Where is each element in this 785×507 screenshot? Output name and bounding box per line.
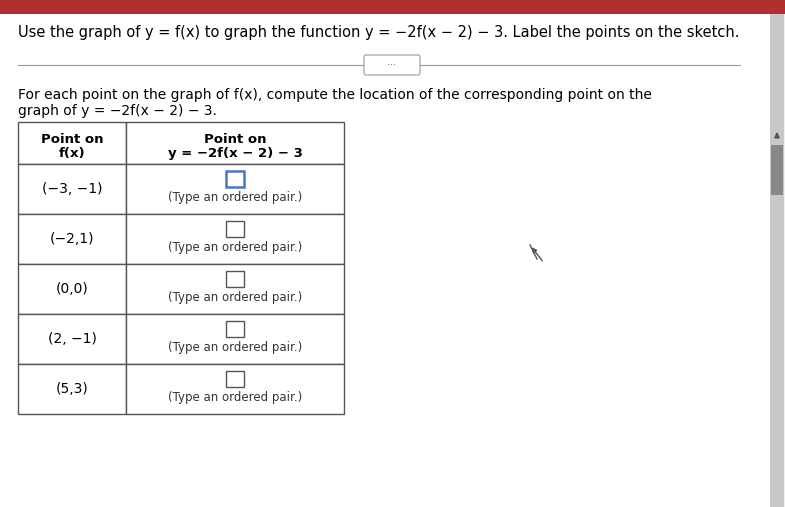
Text: ···: ···	[388, 60, 396, 70]
FancyBboxPatch shape	[364, 55, 420, 75]
Bar	[126, 214, 344, 264]
Text: Point on: Point on	[204, 133, 266, 146]
Text: For each point on the graph of f(x), compute the location of the corresponding p: For each point on the graph of f(x), com…	[18, 88, 652, 102]
Bar	[18, 164, 126, 214]
Bar	[0, 0, 785, 14]
Text: (−3, −1): (−3, −1)	[42, 182, 102, 196]
Bar	[18, 314, 126, 364]
Text: (Type an ordered pair.): (Type an ordered pair.)	[168, 191, 302, 204]
Bar	[770, 14, 784, 507]
Bar	[18, 214, 126, 264]
Bar	[226, 271, 244, 287]
Bar	[126, 314, 344, 364]
Text: Use the graph of y = f(x) to graph the function y = −2f(x − 2) − 3. Label the po: Use the graph of y = f(x) to graph the f…	[18, 24, 739, 40]
Bar	[226, 371, 244, 387]
Bar	[226, 321, 244, 337]
Text: (2, −1): (2, −1)	[48, 332, 97, 346]
Bar	[226, 171, 244, 187]
Text: graph of y = −2f(x − 2) − 3.: graph of y = −2f(x − 2) − 3.	[18, 104, 217, 118]
Text: (5,3): (5,3)	[56, 382, 89, 396]
Bar	[226, 221, 244, 237]
Text: y = −2f(x − 2) − 3: y = −2f(x − 2) − 3	[167, 147, 302, 160]
Bar	[126, 122, 344, 164]
Bar	[126, 264, 344, 314]
Bar	[126, 364, 344, 414]
Text: (0,0): (0,0)	[56, 282, 89, 296]
Bar	[126, 164, 344, 214]
Text: f(x): f(x)	[59, 147, 86, 160]
Bar	[18, 264, 126, 314]
Bar	[771, 145, 783, 195]
Text: (Type an ordered pair.): (Type an ordered pair.)	[168, 291, 302, 304]
Text: (Type an ordered pair.): (Type an ordered pair.)	[168, 341, 302, 354]
Text: Point on: Point on	[41, 133, 104, 146]
Bar	[18, 364, 126, 414]
Bar	[18, 122, 126, 164]
Text: (−2,1): (−2,1)	[49, 232, 94, 246]
Text: (Type an ordered pair.): (Type an ordered pair.)	[168, 241, 302, 254]
Text: (Type an ordered pair.): (Type an ordered pair.)	[168, 391, 302, 404]
